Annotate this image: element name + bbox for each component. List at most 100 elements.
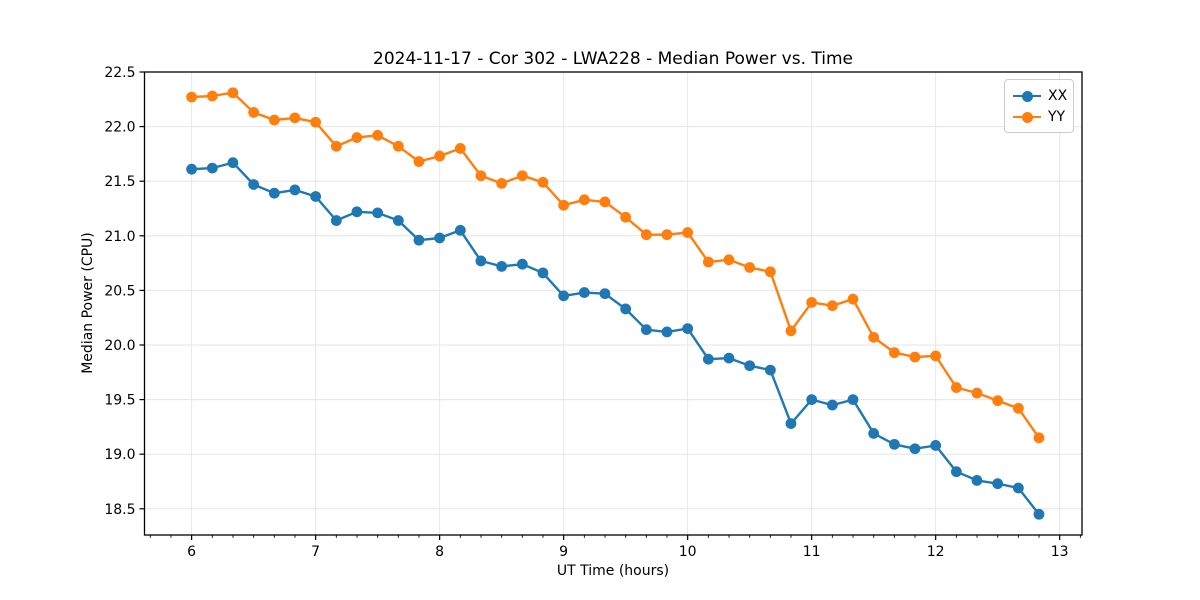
series-marker-yy <box>413 156 425 167</box>
series-marker-xx <box>372 207 384 219</box>
series-marker-xx <box>268 187 280 199</box>
series-marker-xx <box>578 287 590 298</box>
x-tick-label: 11 <box>803 544 821 560</box>
series-marker-xx <box>888 438 900 450</box>
series-marker-yy <box>372 129 384 141</box>
series-marker-yy <box>971 387 983 399</box>
series-marker-yy <box>992 395 1004 407</box>
x-tick-label: 13 <box>1051 544 1069 560</box>
y-tick-label: 19.5 <box>104 393 135 409</box>
series-marker-xx <box>475 255 487 267</box>
series-marker-xx <box>516 258 528 270</box>
series-marker-xx <box>289 184 301 196</box>
series-marker-yy <box>227 87 239 99</box>
legend-item-xx: XX <box>1013 85 1068 106</box>
y-axis-label-text: Median Power (CPU) <box>80 232 96 374</box>
series-line-yy <box>191 91 1040 439</box>
series-marker-xx <box>310 191 322 202</box>
series-marker-xx <box>206 162 218 174</box>
plot-border <box>143 71 1083 536</box>
series-marker-yy <box>723 254 735 266</box>
series-marker-xx <box>413 234 425 246</box>
series-marker-yy <box>248 107 260 118</box>
series-marker-yy <box>806 297 818 308</box>
series-marker-xx <box>868 428 880 439</box>
legend-label-xx: XX <box>1048 87 1068 104</box>
series-marker-xx <box>702 353 714 365</box>
series-marker-yy <box>516 170 528 182</box>
series-marker-xx <box>847 394 859 405</box>
series-marker-xx <box>496 260 508 272</box>
series-marker-xx <box>661 326 673 338</box>
series-marker-xx <box>930 440 942 451</box>
series-marker-yy <box>434 150 446 162</box>
series-marker-xx <box>392 215 404 226</box>
x-tick-label: 6 <box>187 544 196 560</box>
series-marker-yy <box>330 140 342 152</box>
series-marker-yy <box>537 176 549 188</box>
series-marker-xx <box>682 323 694 335</box>
series-marker-xx <box>620 303 632 315</box>
series-marker-xx <box>826 399 838 411</box>
series-marker-yy <box>392 140 404 152</box>
series-marker-yy <box>186 91 198 103</box>
series-marker-xx <box>558 290 570 302</box>
x-axis-label: UT Time (hours) <box>556 563 670 579</box>
series-marker-yy <box>702 256 714 268</box>
series-marker-xx <box>248 179 260 190</box>
legend-label-yy: YY <box>1048 108 1066 125</box>
series-marker-yy <box>785 325 797 337</box>
series-marker-yy <box>206 90 218 102</box>
series-marker-xx <box>723 352 735 364</box>
legend-item-yy: YY <box>1013 106 1065 127</box>
series-marker-yy <box>826 300 838 312</box>
series-marker-xx <box>1012 482 1024 494</box>
series-marker-xx <box>971 475 983 486</box>
series-marker-xx <box>537 267 549 279</box>
series-marker-yy <box>454 143 466 154</box>
series-marker-xx <box>744 360 756 372</box>
series-marker-yy <box>289 112 301 124</box>
series-marker-yy <box>578 194 590 206</box>
legend: XX YY <box>1004 79 1074 133</box>
series-marker-yy <box>682 227 694 238</box>
y-tick-label: 21.0 <box>104 229 135 245</box>
series-marker-yy <box>475 170 487 182</box>
series-marker-xx <box>434 232 446 244</box>
y-tick-label: 20.5 <box>104 283 135 299</box>
x-tick-label: 8 <box>435 544 444 560</box>
series-marker-xx <box>351 206 363 218</box>
y-tick-label: 19.0 <box>104 447 135 463</box>
series-marker-xx <box>640 324 652 336</box>
series-marker-yy <box>496 177 508 189</box>
series-marker-xx <box>454 224 466 236</box>
series-marker-yy <box>764 266 776 278</box>
series-marker-xx <box>806 394 818 405</box>
series-marker-xx <box>227 157 239 169</box>
series-marker-xx <box>909 443 921 455</box>
series-marker-yy <box>888 347 900 359</box>
y-tick-label: 20.0 <box>104 338 135 354</box>
series-marker-xx <box>186 163 198 175</box>
series-marker-xx <box>992 478 1004 490</box>
legend-marker-yy-icon <box>1013 111 1041 123</box>
series-marker-yy <box>351 132 363 143</box>
series-marker-yy <box>599 196 611 208</box>
series-marker-yy <box>1033 432 1045 444</box>
series-marker-xx <box>785 418 797 430</box>
y-tick-label: 21.5 <box>104 174 135 190</box>
chart-title: 2024-11-17 - Cor 302 - LWA228 - Median P… <box>373 49 853 69</box>
series-marker-yy <box>1012 402 1024 414</box>
series-marker-yy <box>640 229 652 241</box>
series-marker-yy <box>868 331 880 343</box>
series-marker-yy <box>558 199 570 211</box>
series-marker-yy <box>930 350 942 362</box>
legend-marker-xx-icon <box>1013 90 1041 102</box>
series-marker-yy <box>620 211 632 223</box>
series-marker-yy <box>847 293 859 305</box>
series-marker-yy <box>744 262 756 273</box>
x-tick-label: 10 <box>679 544 697 560</box>
series-marker-xx <box>330 215 342 226</box>
